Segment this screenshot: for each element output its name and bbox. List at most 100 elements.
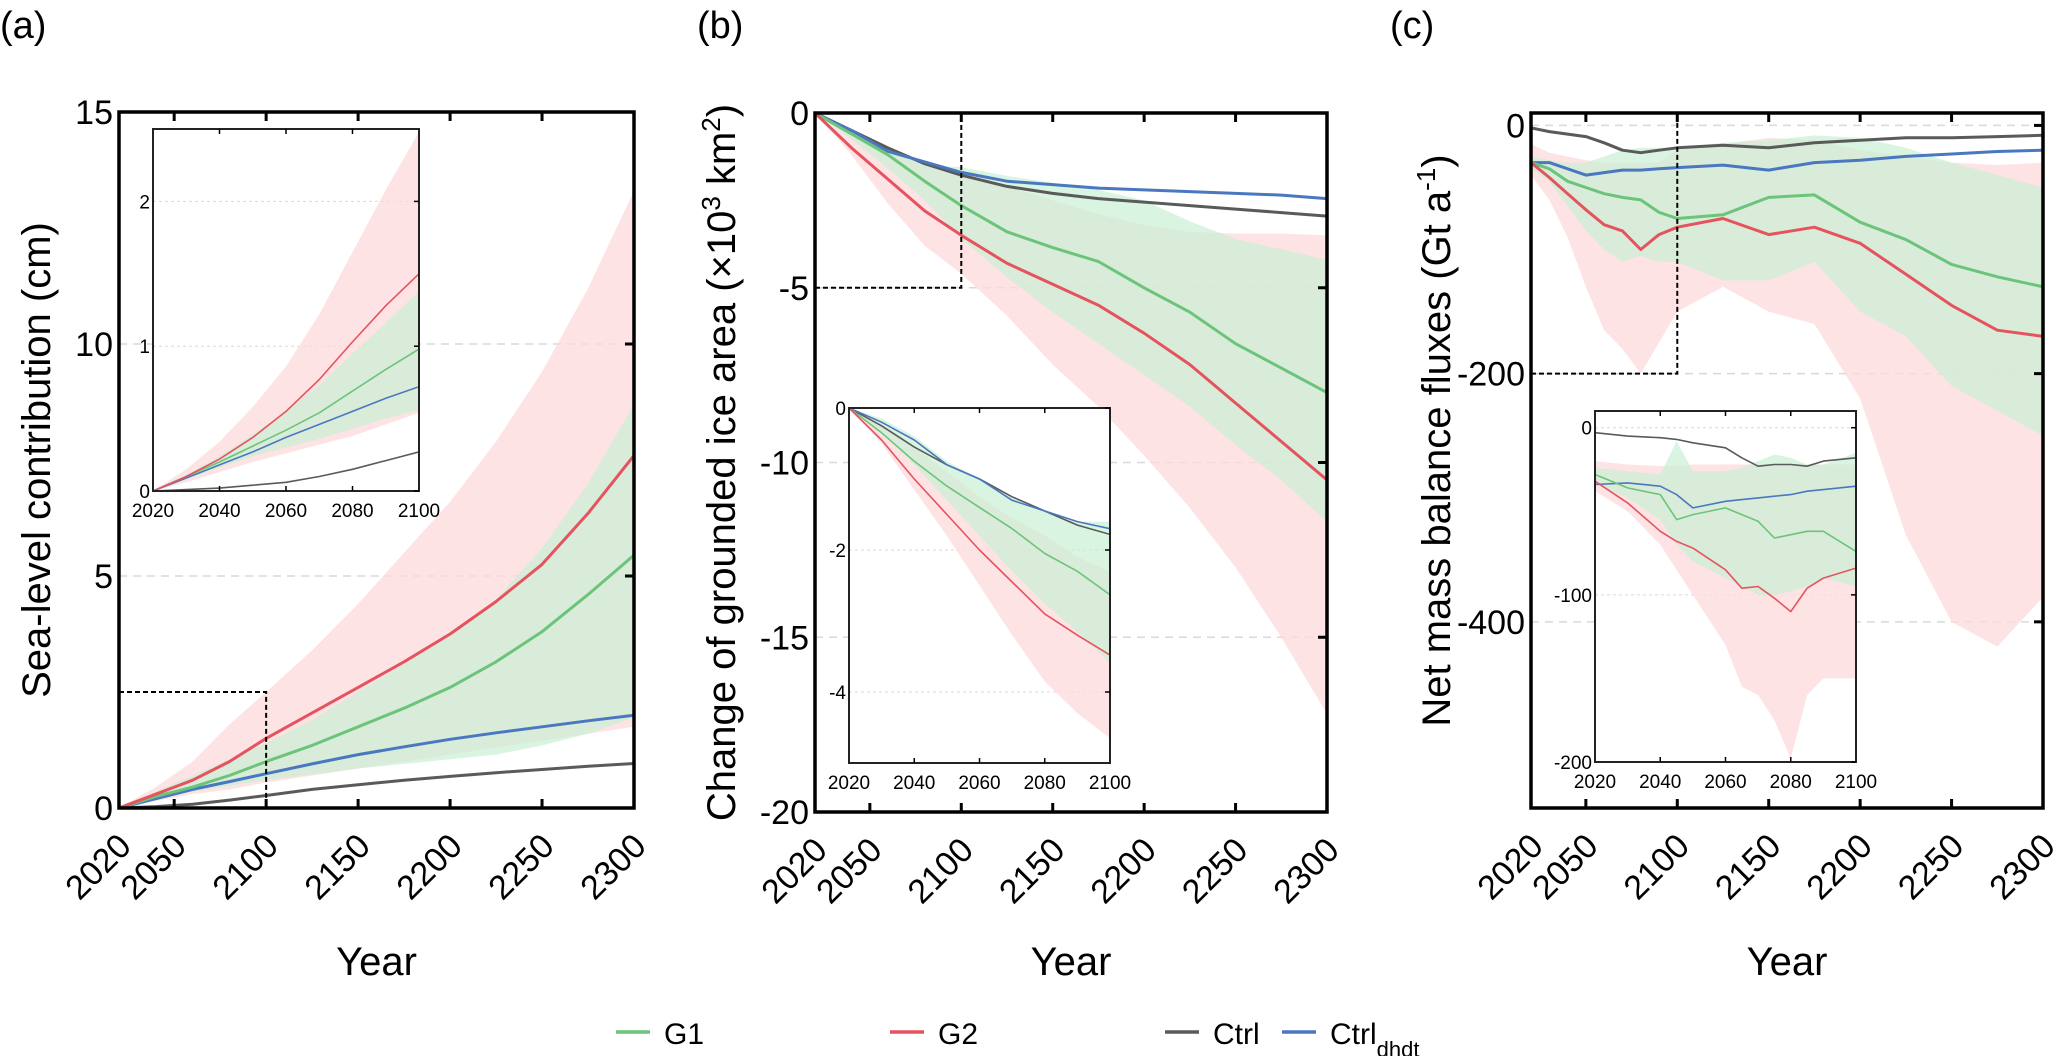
y-axis-title-main: Change of grounded ice area (×10 (700, 211, 744, 821)
y-tick-label: 0 (790, 95, 809, 133)
inset-x-tick-label: 2080 (1024, 773, 1066, 794)
x-tick-label: 2200 (1083, 831, 1163, 911)
legend-item-ctrl-dhdt: Ctrldhdt (1282, 1018, 1419, 1056)
inset-line-ctrl-dhdt (849, 408, 1110, 530)
inset-line-g1 (849, 408, 1110, 596)
inset-y-tick-label: 2 (139, 192, 150, 213)
y-axis-title-mid: km (700, 132, 744, 196)
legend-label: G1 (664, 1018, 704, 1051)
main-line-g1 (1531, 161, 2043, 289)
y-axis-title-sup: -1 (1411, 168, 1441, 191)
y-axis-title: Net mass balance fluxes (Gt a-1) (1411, 154, 1459, 726)
y-axis-title-end: ) (1415, 154, 1459, 167)
x-tick-label: 2150 (1708, 827, 1788, 907)
x-tick-label: 2150 (992, 831, 1072, 911)
main-line-g2 (815, 113, 1327, 482)
main-line-g2 (119, 454, 634, 808)
x-tick-label: 2100 (1617, 827, 1697, 907)
legend-label: Ctrl (1213, 1018, 1260, 1051)
y-tick-label: 0 (94, 790, 113, 828)
inset-line-g1 (153, 348, 419, 491)
legend-label-main: G1 (664, 1018, 704, 1051)
inset-y-tick-label: -100 (1554, 586, 1592, 607)
inset-band-g1 (849, 408, 1110, 664)
inset-line-g2 (153, 273, 419, 491)
legend-label-main: G2 (938, 1018, 978, 1051)
legend-item-g1: G1 (616, 1018, 704, 1051)
x-axis-title: Year (1031, 940, 1112, 984)
inset-x-tick-label: 2040 (198, 501, 240, 522)
x-tick-label: 2200 (389, 827, 469, 907)
panel-label: (c) (1390, 5, 1434, 47)
inset-line-ctrl-dhdt (1595, 482, 1856, 509)
inset-band-g1 (1595, 441, 1856, 595)
inset-x-tick-label: 2040 (1639, 772, 1681, 793)
inset-y-tick-label: 0 (835, 399, 846, 420)
zoom-box (815, 113, 963, 289)
inset-x-tick-label: 2060 (958, 773, 1000, 794)
main-band-g1 (1531, 135, 2043, 436)
x-tick-label: 2100 (901, 831, 981, 911)
y-tick-label: 15 (75, 94, 113, 132)
inset-line-ctrl (153, 451, 419, 491)
inset-y-tick-label: 0 (1581, 419, 1592, 440)
inset-x-tick-label: 2100 (1089, 773, 1131, 794)
x-tick-label: 2050 (809, 831, 889, 911)
plot-area (119, 190, 634, 808)
inset-x-tick-label: 2060 (265, 501, 307, 522)
inset-x-tick-label: 2020 (828, 773, 870, 794)
inset-line-ctrl-dhdt (153, 385, 419, 491)
inset-x-tick-label: 2080 (331, 501, 373, 522)
inset-line-g1 (1595, 473, 1856, 553)
y-tick-label: -400 (1457, 604, 1525, 642)
inset: 2020 2040 2060 2080 2100 0 -2 -4 (828, 399, 1131, 794)
legend-item-ctrl: Ctrl (1165, 1018, 1260, 1051)
x-tick-label: 2200 (1799, 827, 1879, 907)
legend-label: G2 (938, 1018, 978, 1051)
y-tick-label: -5 (779, 270, 809, 308)
x-tick-label: 2250 (1891, 827, 1971, 907)
inset-x-tick-label: 2040 (893, 773, 935, 794)
inset-y-tick-label: 1 (139, 337, 150, 358)
x-axis-title: Year (336, 940, 417, 984)
y-axis-title: Change of grounded ice area (×103 km2) (696, 104, 744, 821)
x-tick-label: 2250 (1175, 831, 1255, 911)
y-tick-label: -200 (1457, 356, 1525, 394)
inset: 2020 2040 2060 2080 2100 0 -100 -200 (1554, 410, 1877, 793)
y-axis-title: Sea-level contribution (cm) (15, 222, 59, 698)
inset: 2020 2040 2060 2080 2100 0 1 2 (132, 128, 440, 522)
panel-label: (b) (697, 5, 743, 47)
main-line-ctrl-dhdt (119, 713, 634, 808)
main-band-g1 (815, 113, 1327, 522)
legend-label-main: Ctrl (1330, 1018, 1377, 1051)
x-tick-label: 2300 (1266, 831, 1346, 911)
inset-plot-area (1595, 431, 1856, 759)
y-tick-label: -15 (760, 619, 809, 657)
inset-line-g2 (1595, 480, 1856, 613)
x-tick-label: 2300 (573, 827, 653, 907)
main-line-g1 (815, 113, 1327, 394)
x-tick-label: 2050 (113, 827, 193, 907)
legend-label-sub: dhdt (1377, 1037, 1420, 1056)
main-band-g1 (119, 404, 634, 808)
inset-band-g1 (153, 291, 419, 491)
y-axis-title-sup2: 2 (696, 117, 726, 131)
y-tick-label: 10 (75, 326, 113, 364)
legend-item-g2: G2 (890, 1018, 978, 1051)
legend-label: Ctrldhdt (1330, 1018, 1419, 1056)
inset-x-tick-label: 2100 (398, 501, 440, 522)
y-axis-title-end: ) (700, 104, 744, 117)
legend-label-main: Ctrl (1213, 1018, 1260, 1051)
inset-x-tick-label: 2060 (1704, 772, 1746, 793)
legend: G1 G2 Ctrl Ctrldhdt (616, 1018, 1419, 1056)
inset-plot-area (153, 131, 419, 491)
main-line-ctrl (815, 113, 1327, 218)
x-tick-label: 2150 (297, 827, 377, 907)
y-axis-title-sup: 3 (696, 196, 726, 210)
inset-x-tick-label: 2080 (1770, 772, 1812, 793)
inset-x-tick-label: 2020 (1574, 772, 1616, 793)
zoom-box (1531, 113, 1679, 375)
x-tick-label: 2250 (481, 827, 561, 907)
